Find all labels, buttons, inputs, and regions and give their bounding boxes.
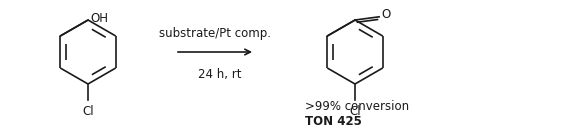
- Text: substrate/Pt comp.: substrate/Pt comp.: [159, 27, 271, 40]
- Text: 24 h, rt: 24 h, rt: [198, 68, 241, 81]
- Text: Cl: Cl: [349, 105, 361, 118]
- Text: >99% conversion: >99% conversion: [305, 100, 409, 113]
- Text: OH: OH: [90, 11, 108, 24]
- Text: Cl: Cl: [82, 105, 94, 118]
- Text: O: O: [381, 8, 390, 21]
- Text: TON 425: TON 425: [305, 115, 362, 128]
